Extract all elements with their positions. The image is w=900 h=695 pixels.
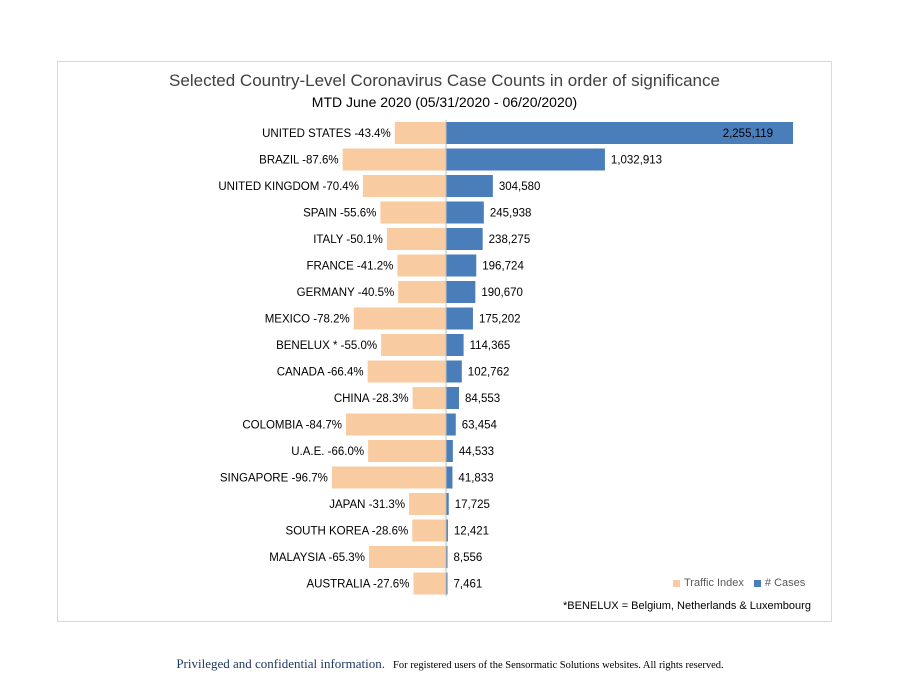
cases-bar — [446, 387, 460, 409]
category-label: MEXICO -78.2% — [265, 314, 350, 326]
category-label: JAPAN -31.3% — [329, 499, 405, 511]
cases-bar — [446, 466, 453, 489]
cases-value-label: 2,255,119 — [723, 128, 773, 140]
chart-subtitle: MTD June 2020 (05/31/2020 - 06/20/2020) — [311, 94, 578, 110]
cases-value-label: 114,365 — [470, 340, 511, 352]
legend-label-cases: # Cases — [764, 577, 806, 589]
traffic-bar — [412, 387, 446, 409]
cases-value-label: 17,725 — [455, 499, 490, 511]
cases-bar — [446, 519, 448, 542]
category-label: CANADA -66.4% — [277, 367, 364, 379]
traffic-bar — [368, 546, 446, 568]
legend-swatch-traffic — [673, 579, 680, 587]
cases-value-label: 8,556 — [454, 552, 483, 564]
cases-value-label: 175,202 — [479, 314, 521, 326]
category-label: BENELUX * -55.0% — [276, 340, 377, 352]
traffic-bar — [368, 440, 446, 462]
footer-rights: For registered users of the Sensormatic … — [392, 660, 724, 671]
cases-bar — [446, 281, 476, 303]
traffic-bar — [367, 360, 446, 383]
chart-title: Selected Country-Level Coronavirus Case … — [169, 71, 720, 90]
legend-item-cases: # Cases — [753, 577, 806, 589]
footer-confidential: Privileged and confidential information. — [176, 656, 385, 671]
category-label: SPAIN -55.6% — [303, 208, 376, 220]
traffic-bar — [353, 307, 446, 330]
category-label: GERMANY -40.5% — [297, 287, 395, 299]
cases-value-label: 245,938 — [490, 208, 532, 220]
cases-value-label: 84,553 — [465, 393, 500, 405]
cases-bar — [446, 493, 449, 515]
cases-bar — [446, 148, 605, 171]
cases-bar — [446, 334, 464, 356]
cases-value-label: 190,670 — [481, 287, 523, 299]
legend: Traffic Index # Cases — [673, 577, 805, 589]
cases-bar — [446, 122, 793, 144]
cases-bar — [446, 413, 456, 436]
category-label: UNITED STATES -43.4% — [262, 128, 391, 140]
category-label: SINGAPORE -96.7% — [220, 473, 328, 485]
cases-value-label: 7,461 — [454, 579, 483, 591]
cases-value-label: 1,032,913 — [611, 155, 662, 167]
cases-bar — [446, 175, 493, 197]
category-label: MALAYSIA -65.3% — [269, 552, 365, 564]
cases-value-label: 238,275 — [489, 234, 531, 246]
cases-bar — [446, 307, 473, 330]
cases-value-label: 102,762 — [468, 367, 510, 379]
cases-bar — [446, 572, 448, 595]
traffic-bar — [380, 201, 446, 224]
traffic-bar — [394, 122, 446, 144]
cases-bar — [446, 228, 483, 250]
cases-value-label: 63,454 — [462, 420, 498, 432]
cases-value-label: 12,421 — [454, 526, 489, 538]
traffic-bar — [398, 281, 446, 303]
traffic-bar — [397, 254, 446, 277]
legend-item-traffic: Traffic Index — [673, 577, 744, 589]
cases-bar — [446, 201, 484, 224]
traffic-bar — [331, 466, 446, 489]
category-label: ITALY -50.1% — [313, 234, 383, 246]
cases-value-label: 196,724 — [482, 261, 524, 273]
category-label: BRAZIL -87.6% — [259, 155, 338, 167]
category-label: CHINA -28.3% — [334, 393, 409, 405]
traffic-bar — [409, 493, 446, 515]
legend-label-traffic: Traffic Index — [684, 577, 744, 589]
cases-bar — [446, 254, 477, 277]
legend-swatch-cases — [753, 579, 761, 587]
traffic-bar — [342, 148, 446, 171]
footnote: *BENELUX = Belgium, Netherlands & Luxemb… — [563, 600, 811, 612]
cases-value-label: 44,533 — [459, 446, 494, 458]
category-label: FRANCE -41.2% — [306, 261, 393, 273]
cases-bar — [446, 546, 448, 568]
category-label: UNITED KINGDOM -70.4% — [218, 181, 359, 193]
cases-bar — [446, 440, 453, 462]
category-label: AUSTRALIA -27.6% — [307, 579, 410, 591]
cases-value-label: 41,833 — [458, 473, 493, 485]
traffic-bar — [381, 334, 446, 356]
category-label: U.A.E. -66.0% — [291, 446, 364, 458]
traffic-bar — [362, 175, 446, 197]
traffic-bar — [386, 228, 446, 250]
page-footer: Privileged and confidential information.… — [0, 655, 900, 673]
category-label: COLOMBIA -84.7% — [242, 420, 342, 432]
category-label: SOUTH KOREA -28.6% — [286, 526, 409, 538]
traffic-bar — [413, 572, 446, 595]
traffic-bar — [346, 413, 446, 436]
cases-value-label: 304,580 — [499, 181, 541, 193]
traffic-bar — [412, 519, 446, 542]
cases-bar — [446, 360, 462, 383]
